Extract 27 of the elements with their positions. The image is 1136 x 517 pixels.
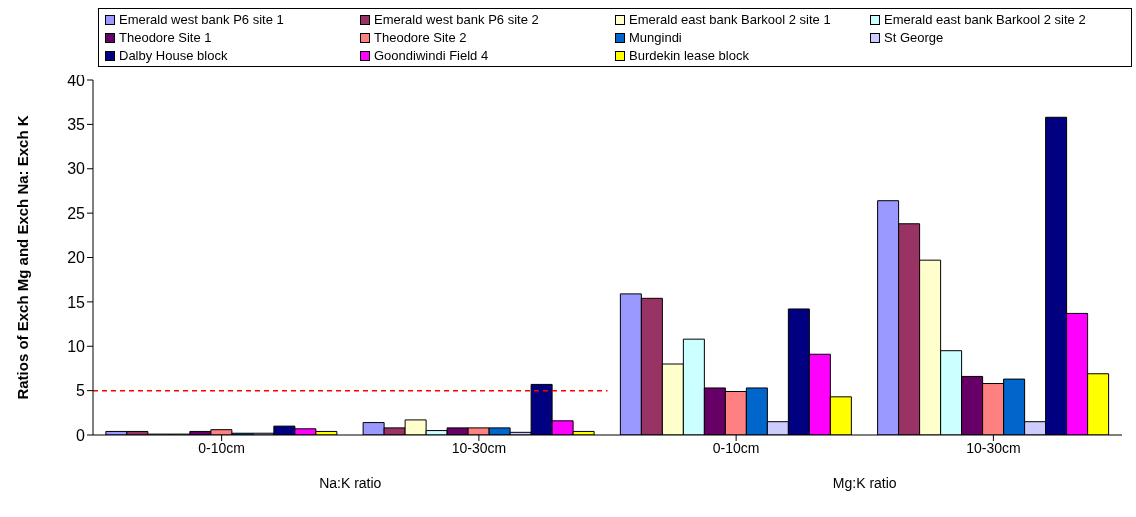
y-tick-label: 20: [67, 249, 86, 267]
y-tick-label: 35: [67, 116, 86, 134]
y-tick-label: 40: [67, 71, 86, 89]
y-tick-label: 25: [67, 204, 86, 222]
legend-label: Mungindi: [628, 30, 683, 45]
legend-label: Theodore Site 2: [373, 30, 468, 45]
y-tick-label: 15: [67, 293, 86, 311]
legend-label: Emerald east bank Barkool 2 site 1: [628, 12, 832, 27]
y-axis-title: Ratios of Exch Mg and Exch Na: Exch K: [14, 115, 32, 400]
text: Mg:K ratio: [831, 475, 898, 491]
legend-label: Dalby House block: [118, 48, 229, 63]
legend-label: Emerald east bank Barkool 2 site 2: [883, 12, 1087, 27]
x-tick-label: 0-10cm: [712, 439, 760, 456]
x-tick-label: 10-30cm: [451, 439, 507, 456]
legend-label: Theodore Site 1: [118, 30, 213, 45]
legend-label: Emerald west bank P6 site 1: [118, 12, 285, 27]
text: Na:K ratio: [318, 475, 383, 491]
y-tick-label: 10: [67, 337, 86, 355]
legend-label: Emerald west bank P6 site 2: [373, 12, 540, 27]
y-tick-label: 30: [67, 160, 86, 178]
x-tick-label: 0-10cm: [198, 439, 245, 456]
x-tick-label: 10-30cm: [966, 439, 1021, 456]
y-tick-label: 0: [76, 426, 86, 444]
legend-label: St George: [883, 30, 945, 45]
y-tick-label: 5: [76, 382, 86, 400]
legend-label: Goondiwindi Field 4: [373, 48, 490, 63]
legend-label: Burdekin lease block: [628, 48, 750, 63]
